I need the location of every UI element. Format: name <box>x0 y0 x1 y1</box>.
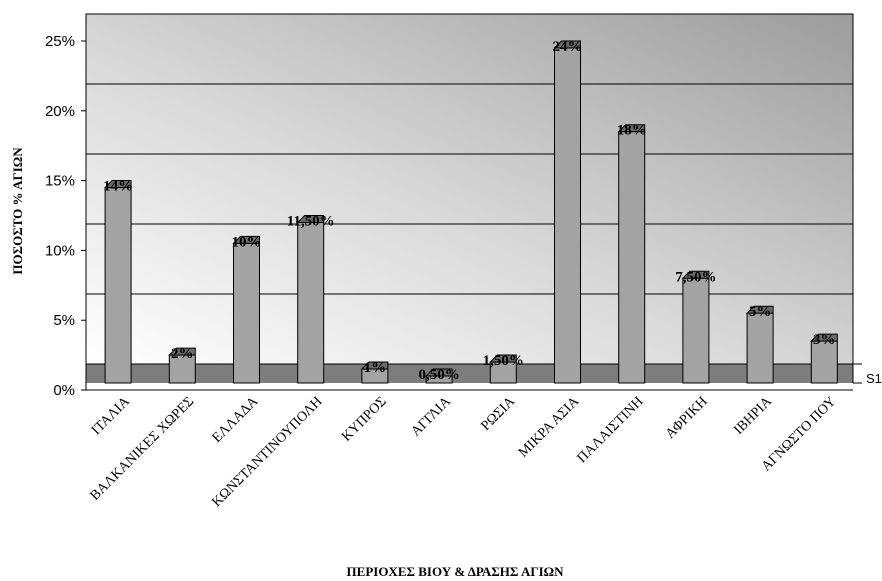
bar-group: 7,50% <box>675 269 717 384</box>
bar-group: 14% <box>103 179 133 384</box>
data-label: 14% <box>103 179 133 195</box>
series-label: S1 <box>866 371 882 386</box>
bar-group: 1,50% <box>483 353 524 384</box>
plot-area <box>85 13 862 384</box>
bar-group: 0,50% <box>418 367 460 384</box>
bar <box>425 375 453 384</box>
data-label: 2% <box>171 346 194 362</box>
bar <box>104 187 132 384</box>
y-tick-label: 5% <box>53 312 75 329</box>
x-axis-title: ΠΕΡΙΟΧΕΣ ΒΙΟΥ & ΔΡΑΣΗΣ ΑΓΙΩΝ <box>347 564 565 579</box>
bar <box>682 277 710 384</box>
data-label: 10% <box>232 234 262 250</box>
bar-group: 18% <box>617 123 647 384</box>
data-label: 7,50% <box>675 269 716 285</box>
y-tick-label: 15% <box>45 173 75 190</box>
data-label: 1% <box>364 360 387 376</box>
bar <box>554 47 581 384</box>
category-label: ΑΓΓΛΙΑ <box>409 394 455 440</box>
y-tick-label: 10% <box>45 242 75 259</box>
category-label: ΜΙΚΡΑ ΑΣΙΑ <box>516 394 583 461</box>
y-tick-label: 25% <box>45 33 75 50</box>
back-wall <box>85 13 854 365</box>
bars: 14% 2% 10% 11,50% 1% 0,50% 1,50% 24% 18% 7,50% 5% 3… <box>103 39 838 384</box>
y-axis: 0% 5% 10% 15% 20% 25% <box>45 14 87 399</box>
category-label: ΙΒΗΡΙΑ <box>731 394 775 438</box>
bar <box>361 368 389 384</box>
y-axis-title: ΠΟΣΟΣΤΟ % ΑΓΙΩΝ <box>10 147 25 275</box>
floor <box>86 364 853 383</box>
category-label: ΙΤΑΛΙΑ <box>89 394 134 439</box>
category-label: ΑΦΡΙΚΗ <box>663 394 711 442</box>
category-label: ΠΑΛΑΙΣΤΙΝΗ <box>575 394 647 466</box>
bar <box>810 340 838 384</box>
data-label: 0,50% <box>418 367 459 383</box>
bar-group: 3% <box>810 332 838 384</box>
y-tick-label: 20% <box>45 103 75 120</box>
bar-group: 2% <box>168 346 196 384</box>
bar <box>489 361 517 384</box>
bar-group: 1% <box>360 360 389 384</box>
category-label: ΚΥΠΡΟΣ <box>339 394 389 444</box>
category-label: ΕΛΛΑΔΑ <box>210 394 262 446</box>
category-label: ΒΑΛΚΑΝΙΚΕΣ ΧΩΡΕΣ <box>88 394 198 504</box>
bar-group: 24% <box>553 39 583 384</box>
bar <box>168 354 196 384</box>
bar-group: 10% <box>232 234 262 384</box>
category-label: ΡΩΣΙΑ <box>478 394 518 434</box>
data-label: 5% <box>749 304 772 320</box>
bar <box>297 221 325 384</box>
data-label: 1,50% <box>483 353 524 369</box>
bar <box>233 242 260 384</box>
category-label: ΚΩΝΣΤΑΝΤΙΝΟΥΠΟΛΗ <box>209 394 325 510</box>
bar-group: 5% <box>745 304 774 384</box>
bar-group: 11,50% <box>287 213 335 384</box>
data-label: 3% <box>813 332 836 348</box>
data-label: 11,50% <box>287 213 335 229</box>
bar <box>618 131 646 384</box>
data-label: 18% <box>617 123 647 139</box>
data-label: 24% <box>553 39 583 55</box>
y-tick-label: 0% <box>53 382 75 399</box>
bar <box>746 312 774 384</box>
